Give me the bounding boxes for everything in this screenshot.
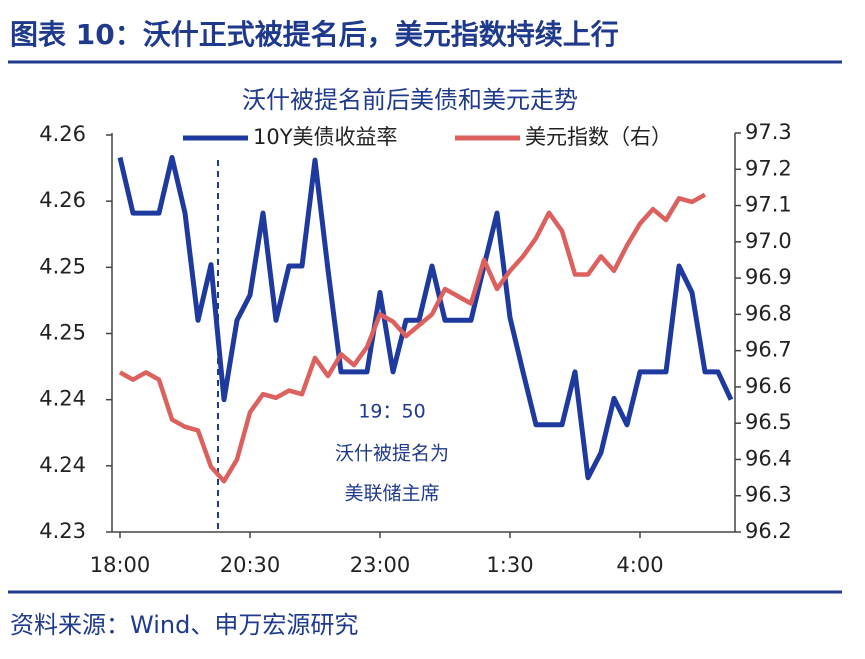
series-line: [118, 192, 707, 484]
x-tick-label: 4:00: [616, 553, 663, 577]
y2-tick-label: 96.2: [745, 519, 792, 543]
y-tick-label: 4.25: [39, 321, 86, 345]
annotation: 19：50: [358, 401, 425, 423]
y2-tick-label: 97.2: [745, 156, 792, 180]
y-tick-label: 4.24: [39, 387, 86, 411]
annotation: 美联储主席: [344, 483, 439, 505]
y2-tick-label: 96.5: [745, 410, 792, 434]
legend-label: 10Y美债收益率: [253, 125, 398, 149]
y-tick-label: 4.26: [39, 188, 86, 212]
y2-tick-label: 96.7: [745, 338, 792, 362]
y2-tick-label: 96.3: [745, 483, 792, 507]
y-tick-label: 4.26: [39, 122, 86, 146]
x-tick-label: 18:00: [90, 553, 151, 577]
y2-tick-label: 97.3: [745, 120, 792, 144]
source: 资料来源：Wind、申万宏源研究: [10, 611, 358, 639]
x-tick-label: 20:30: [220, 553, 281, 577]
y-tick-label: 4.23: [39, 519, 86, 543]
chart-title: 沃什被提名前后美债和美元走势: [242, 86, 578, 114]
annotation: 沃什被提名为: [335, 443, 449, 465]
y-tick-label: 4.24: [39, 453, 86, 477]
y2-tick-label: 96.4: [745, 446, 792, 470]
y2-tick-label: 97.1: [745, 193, 792, 217]
y2-tick-label: 97.0: [745, 229, 792, 253]
legend-label: 美元指数（右）: [525, 125, 672, 149]
y-tick-label: 4.25: [39, 254, 86, 278]
x-tick-label: 1:30: [486, 553, 533, 577]
y2-tick-label: 96.8: [745, 301, 792, 325]
x-tick-label: 23:00: [350, 553, 411, 577]
y2-tick-label: 96.9: [745, 265, 792, 289]
series-line: [117, 154, 734, 481]
header: 图表 10：沃什正式被提名后，美元指数持续上行: [10, 18, 619, 51]
y2-tick-label: 96.6: [745, 374, 792, 398]
